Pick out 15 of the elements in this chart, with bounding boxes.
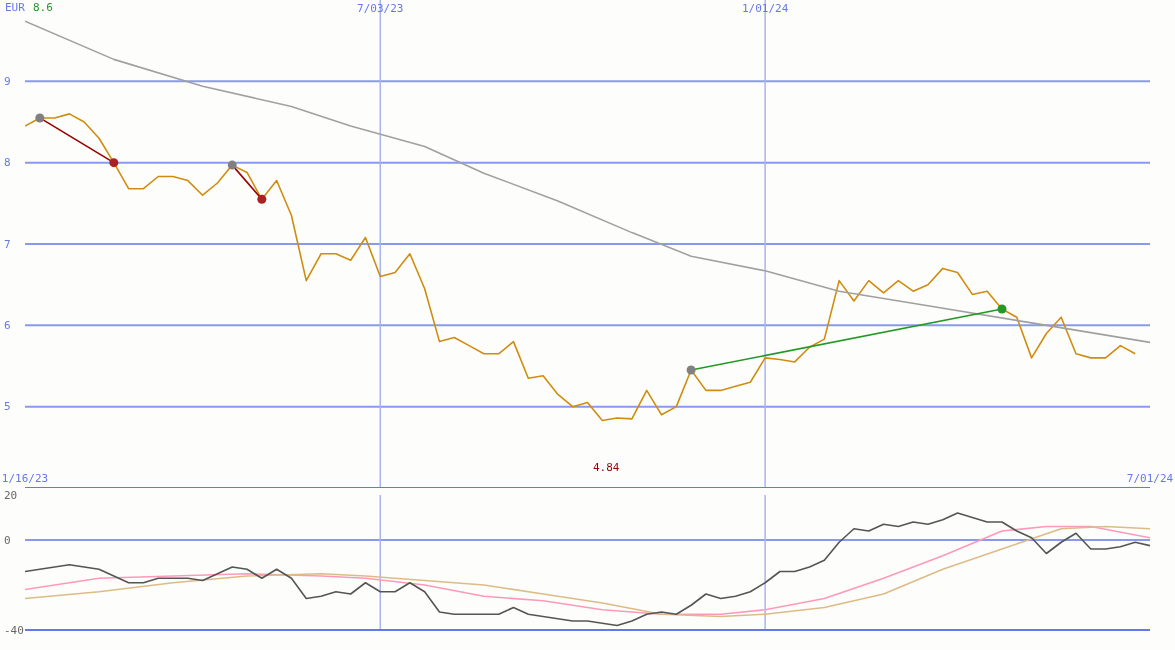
x2-tick-label: 1/01/24 bbox=[741, 2, 789, 15]
text: EUR bbox=[5, 1, 25, 14]
y-tick-label: 5 bbox=[4, 400, 11, 414]
x-tick-label: 1/16/23 bbox=[1, 472, 49, 485]
y-tick-label: 6 bbox=[4, 318, 11, 332]
y-tick-label: -40 bbox=[4, 623, 24, 637]
y-tick-label: 8 bbox=[4, 156, 11, 170]
y-tick-label: 7 bbox=[4, 237, 11, 251]
y-tick-label: 9 bbox=[4, 74, 11, 88]
annotation: 8.6 bbox=[33, 1, 53, 14]
annotation: 4.84 bbox=[593, 461, 620, 474]
y-tick-label: 20 bbox=[4, 488, 18, 502]
x-tick-label: 7/01/24 bbox=[1126, 472, 1174, 485]
y-tick-label: 0 bbox=[4, 533, 11, 547]
x2-tick-label: 7/03/23 bbox=[357, 2, 404, 15]
